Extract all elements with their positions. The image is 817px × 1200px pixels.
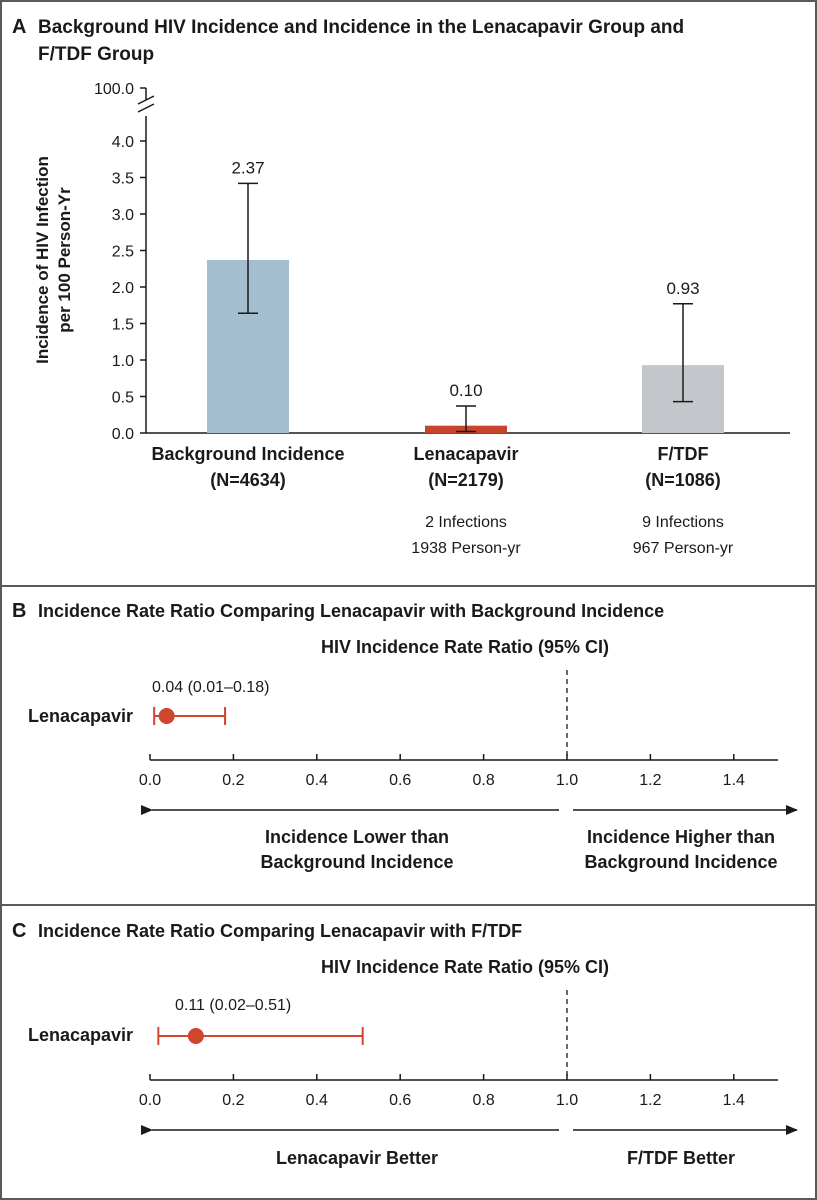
panel-b-left-note-line1: Incidence Lower than	[265, 827, 449, 847]
y-tick-label: 2.5	[112, 244, 134, 261]
point-estimate	[158, 708, 175, 724]
y-tick-label: 2.0	[112, 280, 134, 297]
panel-b-plot: 0.0 0.2 0.4 0.6 0.8 1.0 1.2 1.4	[139, 670, 778, 789]
x-tick-label: 0.2	[222, 1092, 244, 1109]
panel-b-right-note-line1: Incidence Higher than	[587, 827, 775, 847]
panel-c-axis-title: HIV Incidence Rate Ratio (95% CI)	[321, 957, 609, 977]
y-tick-label: 3.0	[112, 207, 134, 224]
bar-notes: 2 Infections 1938 Person-yr 9 Infections…	[411, 514, 734, 557]
category-n-lenacapavir: (N=2179)	[428, 470, 504, 490]
panel-b-title: Incidence Rate Ratio Comparing Lenacapav…	[38, 601, 664, 621]
category-label-background: Background Incidence	[151, 444, 344, 464]
panel-b-letter: B	[12, 600, 26, 622]
x-tick-label: 1.4	[723, 1092, 745, 1109]
panel-c-right-note: F/TDF Better	[627, 1148, 735, 1168]
panel-c-letter: C	[12, 920, 26, 942]
panel-c-left-note: Lenacapavir Better	[276, 1148, 438, 1168]
x-tick-label: 0.4	[306, 1092, 328, 1109]
panel-c-title: Incidence Rate Ratio Comparing Lenacapav…	[38, 921, 522, 941]
x-tick-label: 0.4	[306, 772, 328, 789]
category-label-ftdf: F/TDF	[658, 444, 709, 464]
y-axis-break-mark-2	[137, 103, 155, 113]
panel-b: B Incidence Rate Ratio Comparing Lenacap…	[12, 600, 798, 872]
panel-c-estimate-label: 0.11 (0.02–0.51)	[175, 997, 291, 1014]
y-tick-label: 4.0	[112, 134, 134, 151]
note-ftdf-infections: 9 Infections	[642, 514, 724, 531]
y-tick-label: 1.0	[112, 353, 134, 370]
point-estimate	[187, 1028, 204, 1044]
category-n-ftdf: (N=1086)	[645, 470, 721, 490]
x-tick-label: 1.2	[639, 772, 661, 789]
bar-value-label: 0.93	[666, 279, 699, 298]
y-tick-label: 3.5	[112, 171, 134, 188]
x-tick-label: 1.0	[556, 1092, 578, 1109]
x-tick-label: 0.0	[139, 772, 161, 789]
note-lenacapavir-infections: 2 Infections	[425, 514, 507, 531]
panel-b-axis-title: HIV Incidence Rate Ratio (95% CI)	[321, 637, 609, 657]
x-tick-label: 1.0	[556, 772, 578, 789]
y-axis-label-line1: Incidence of HIV Infection	[33, 156, 52, 364]
x-tick-label: 1.2	[639, 1092, 661, 1109]
category-label-lenacapavir: Lenacapavir	[413, 444, 518, 464]
y-ticks: 0.0 0.5 1.0 1.5 2.0 2.5 3.0 3.5 4.0	[112, 134, 146, 443]
y-axis-break-mark-1	[137, 95, 155, 105]
panel-a-title-line1: Background HIV Incidence and Incidence i…	[38, 17, 684, 38]
bar-value-label: 0.10	[449, 381, 482, 400]
x-tick-label: 0.8	[472, 772, 494, 789]
panel-c-row-label: Lenacapavir	[28, 1025, 133, 1045]
panel-a-letter: A	[12, 16, 26, 38]
panel-b-row-label: Lenacapavir	[28, 706, 133, 726]
bar-value-label: 2.37	[231, 158, 264, 177]
panel-b-right-note-line2: Background Incidence	[584, 852, 777, 872]
note-lenacapavir-person-yr: 1938 Person-yr	[411, 540, 521, 557]
panel-c: C Incidence Rate Ratio Comparing Lenacap…	[12, 920, 798, 1168]
category-n-background: (N=4634)	[210, 470, 286, 490]
x-tick-label: 0.6	[389, 1092, 411, 1109]
y-axis: 100.0 0.0 0.5 1.0 1.5 2.0 2.5 3.0 3.5 4.0	[94, 81, 155, 443]
x-tick-label: 0.6	[389, 772, 411, 789]
x-tick-label: 0.2	[222, 772, 244, 789]
y-tick-label: 1.5	[112, 317, 134, 334]
y-tick-label: 0.5	[112, 390, 134, 407]
panel-b-estimate-label: 0.04 (0.01–0.18)	[152, 679, 269, 696]
y-tick-label: 0.0	[112, 426, 134, 443]
bar-category-labels: Background Incidence (N=4634) Lenacapavi…	[151, 444, 720, 490]
y-axis-label-line2: per 100 Person-Yr	[55, 187, 74, 333]
x-tick-label: 0.8	[472, 1092, 494, 1109]
note-ftdf-person-yr: 967 Person-yr	[633, 540, 734, 557]
panel-c-plot: 0.0 0.2 0.4 0.6 0.8 1.0 1.2 1.4	[139, 990, 778, 1109]
panel-a-title-line2: F/TDF Group	[38, 44, 154, 65]
y-tick-label-100: 100.0	[94, 81, 134, 98]
panel-b-left-note-line2: Background Incidence	[260, 852, 453, 872]
x-tick-label: 1.4	[723, 772, 745, 789]
x-tick-label: 0.0	[139, 1092, 161, 1109]
bars: 2.37 0.10 0.93	[207, 158, 724, 433]
panel-a: A Background HIV Incidence and Incidence…	[12, 16, 790, 557]
